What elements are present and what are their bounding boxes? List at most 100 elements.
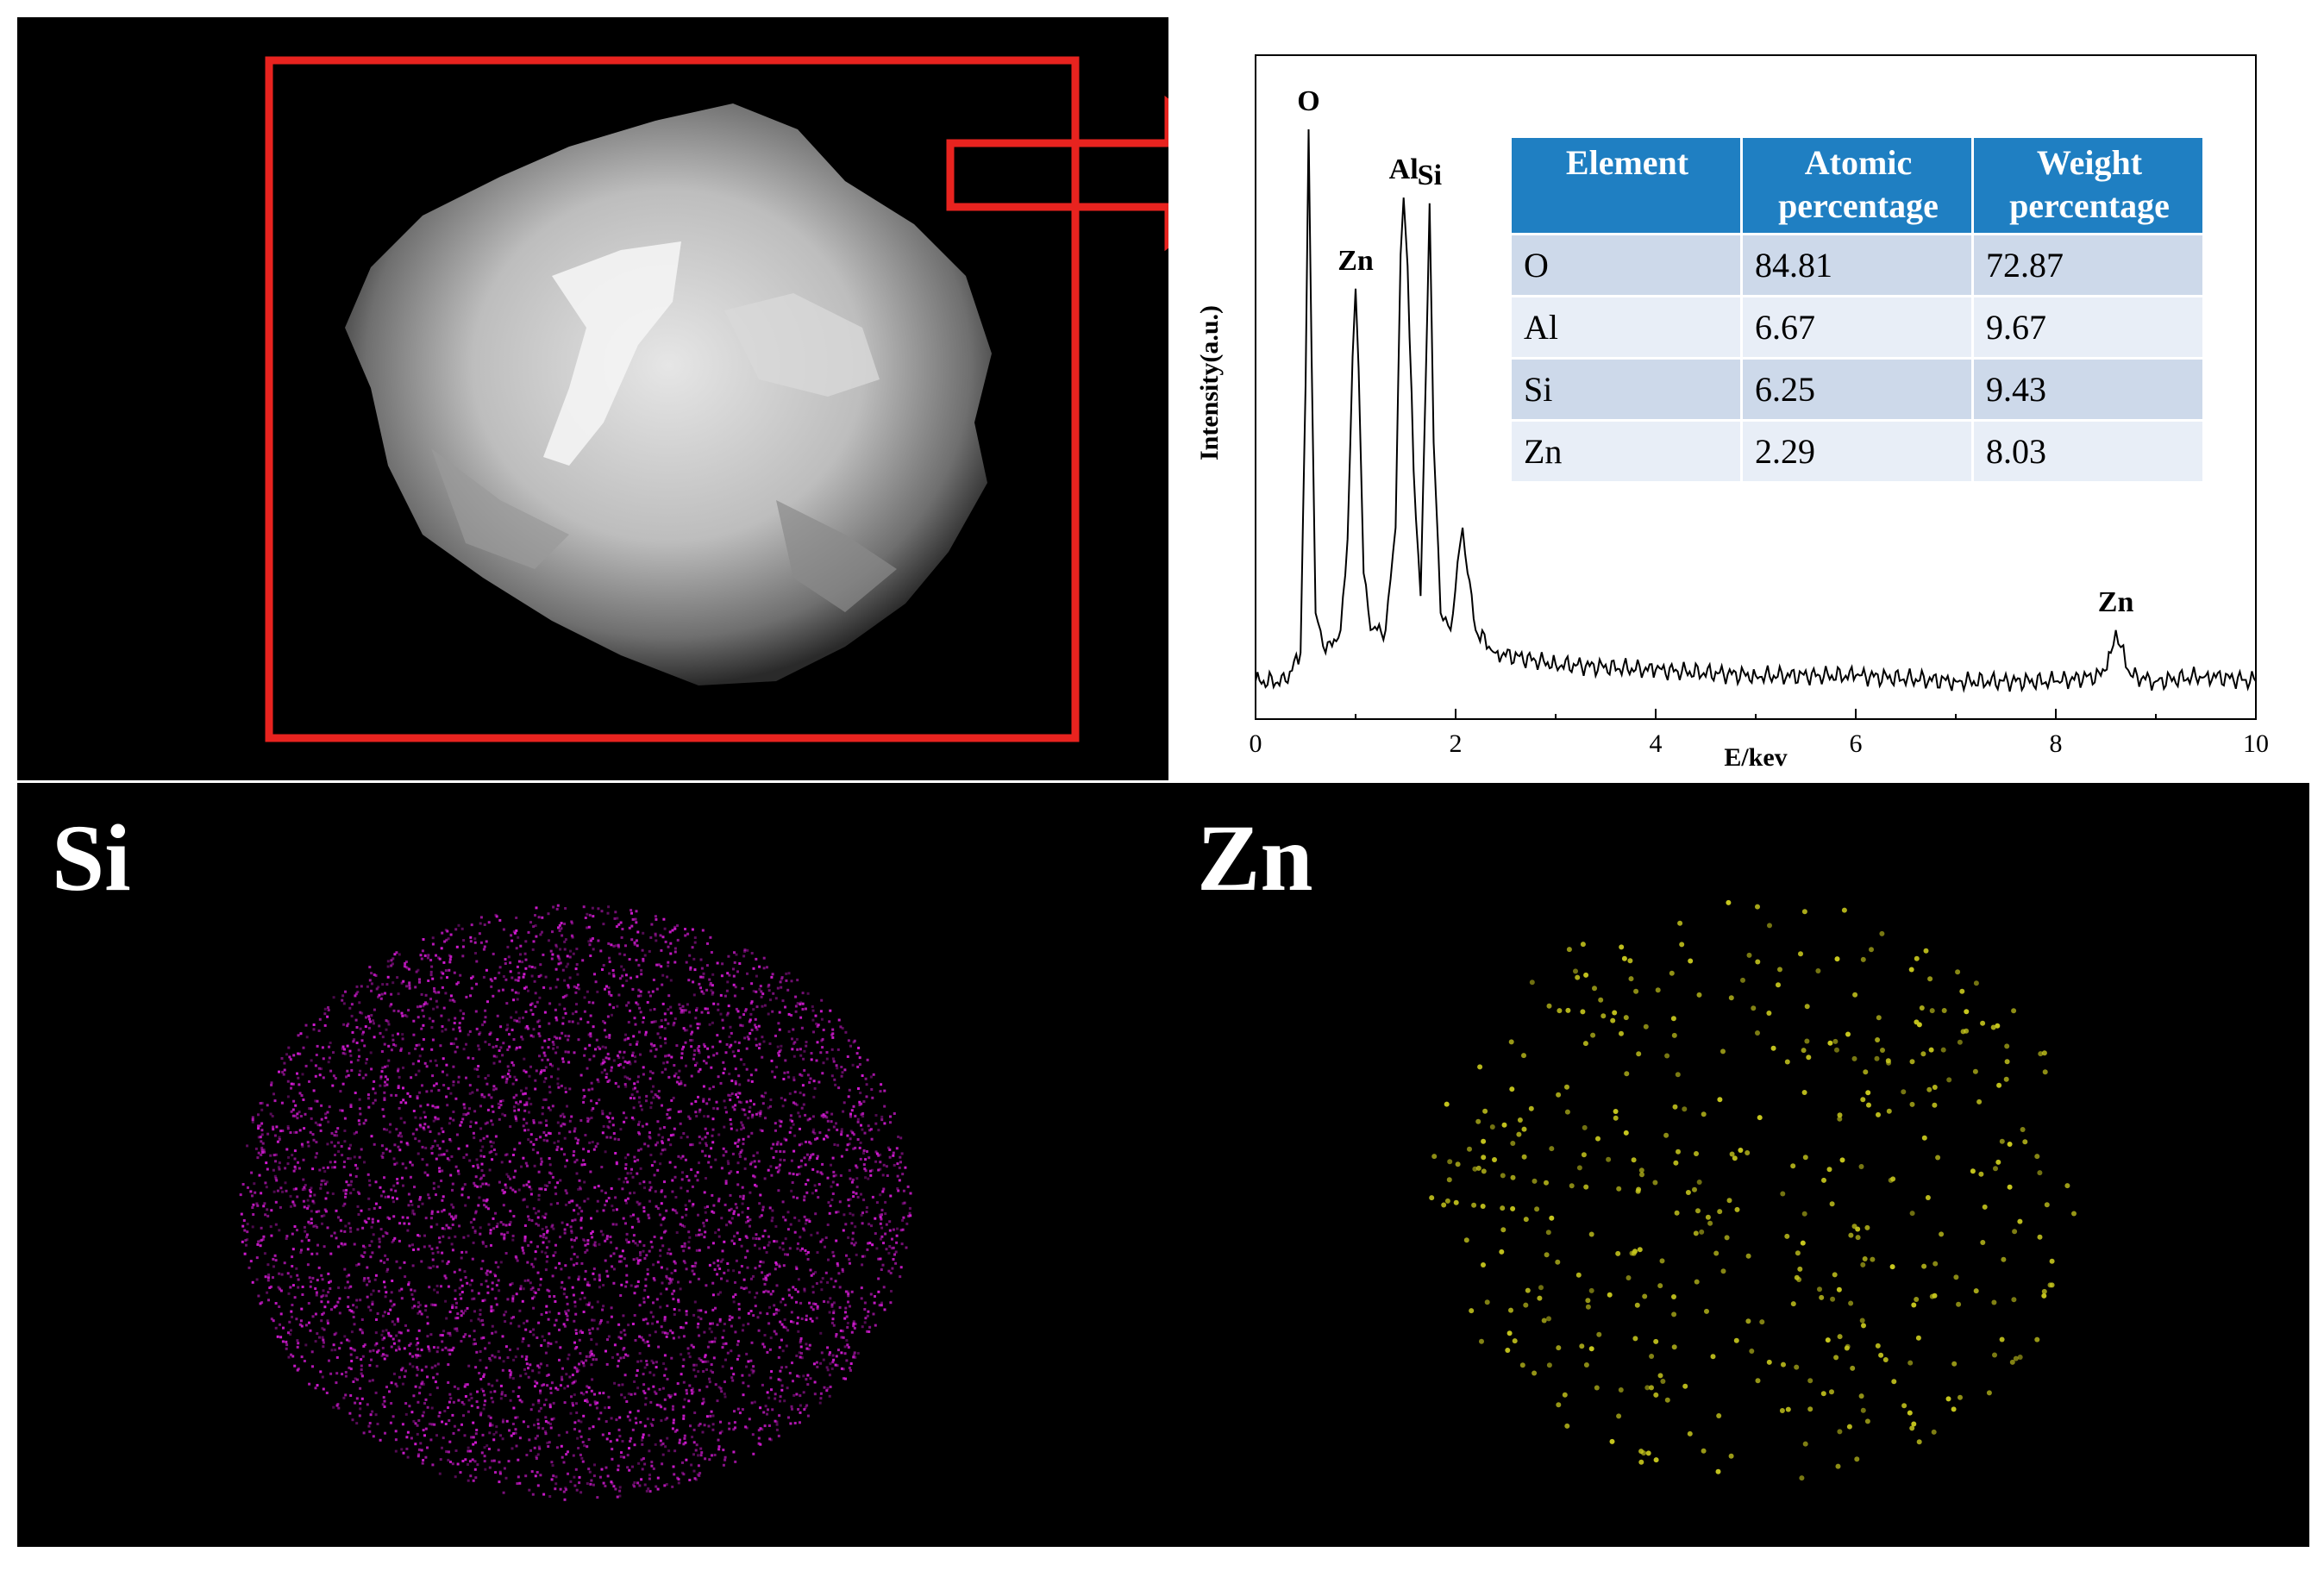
si-dot <box>629 1009 631 1012</box>
si-dot <box>483 1095 486 1098</box>
si-dot <box>374 1180 378 1184</box>
si-dot <box>761 1055 764 1059</box>
si-dot <box>615 1208 618 1211</box>
si-dot <box>587 925 591 929</box>
si-dot <box>886 1146 890 1149</box>
si-dot <box>522 1184 525 1187</box>
si-dot <box>403 1347 406 1350</box>
si-dot <box>495 1225 498 1229</box>
si-dot <box>355 1299 359 1302</box>
si-dot <box>341 1154 344 1157</box>
si-dot <box>583 1239 586 1242</box>
si-dot <box>706 1345 710 1349</box>
si-dot <box>835 1122 837 1125</box>
si-dot <box>283 1261 286 1265</box>
si-dot <box>696 1047 699 1050</box>
si-dot <box>649 1422 653 1425</box>
si-dot <box>564 1050 567 1054</box>
si-dot <box>444 1423 448 1425</box>
si-dot <box>487 1183 491 1186</box>
si-dot <box>814 1189 817 1192</box>
si-dot <box>664 1418 667 1421</box>
si-dot <box>614 1487 617 1491</box>
si-dot <box>811 1130 815 1134</box>
si-dot <box>698 1334 701 1337</box>
si-dot <box>853 1039 856 1042</box>
si-dot <box>642 1249 645 1253</box>
si-dot <box>495 1284 498 1287</box>
si-dot <box>341 1045 345 1048</box>
si-dot <box>660 1419 663 1423</box>
si-dot <box>571 1381 574 1385</box>
si-dot <box>495 1425 498 1429</box>
si-dot <box>461 945 465 948</box>
si-dot <box>575 986 579 990</box>
si-dot <box>502 1418 504 1422</box>
si-dot <box>658 1025 661 1029</box>
si-dot <box>573 1300 577 1304</box>
si-dot <box>780 1366 784 1369</box>
si-dot <box>704 1154 707 1157</box>
si-dot <box>877 1277 880 1280</box>
si-dot <box>673 1021 676 1024</box>
si-dot <box>655 939 658 942</box>
si-dot <box>784 1237 787 1241</box>
si-dot <box>446 1073 448 1077</box>
si-dot <box>765 1278 768 1281</box>
si-dot <box>397 1086 400 1089</box>
si-dot <box>738 962 742 965</box>
si-dot <box>677 1300 680 1304</box>
si-dot <box>351 1030 354 1034</box>
si-dot <box>717 1133 721 1136</box>
si-dot <box>867 1242 870 1245</box>
si-dot <box>679 1287 682 1291</box>
si-dot <box>366 1276 370 1280</box>
si-dot <box>368 979 372 982</box>
si-dot <box>804 1113 807 1117</box>
si-dot <box>506 1298 510 1301</box>
si-dot <box>481 1240 485 1243</box>
si-dot <box>590 1349 593 1353</box>
si-dot <box>554 1051 558 1055</box>
si-dot <box>832 1060 836 1063</box>
si-dot <box>654 915 657 918</box>
si-dot <box>623 1060 627 1063</box>
si-dot <box>732 1428 736 1431</box>
si-dot <box>673 1393 677 1396</box>
si-dot <box>556 1140 560 1143</box>
si-dot <box>796 1374 799 1378</box>
si-dot <box>342 1189 346 1192</box>
si-dot <box>420 1368 423 1372</box>
si-dot <box>296 1112 299 1116</box>
si-dot <box>584 1399 587 1402</box>
si-dot <box>253 1182 256 1186</box>
si-dot <box>826 1346 830 1349</box>
si-dot <box>740 1265 743 1267</box>
si-dot <box>661 936 665 939</box>
si-dot <box>311 1167 315 1171</box>
si-dot <box>384 1075 387 1079</box>
si-dot <box>788 1372 792 1374</box>
si-dot <box>522 1337 525 1341</box>
si-dot <box>623 953 626 956</box>
si-dot <box>695 1249 698 1252</box>
si-dot <box>395 1161 398 1165</box>
si-dot <box>515 1292 518 1296</box>
si-dot <box>799 1054 803 1057</box>
si-dot <box>758 1047 761 1050</box>
si-dot <box>472 1343 475 1346</box>
si-dot <box>466 1144 469 1148</box>
si-dot <box>455 1301 458 1305</box>
si-dot <box>390 964 393 967</box>
si-dot <box>777 1378 780 1381</box>
si-dot <box>663 1318 667 1321</box>
si-dot <box>758 1264 761 1267</box>
si-dot <box>251 1225 254 1229</box>
si-dot <box>690 1074 693 1078</box>
si-dot <box>290 1353 292 1356</box>
si-dot <box>506 1356 510 1359</box>
si-dot <box>700 967 704 970</box>
si-dot <box>312 1201 316 1205</box>
si-dot <box>894 1261 898 1265</box>
si-dot <box>386 1020 390 1023</box>
